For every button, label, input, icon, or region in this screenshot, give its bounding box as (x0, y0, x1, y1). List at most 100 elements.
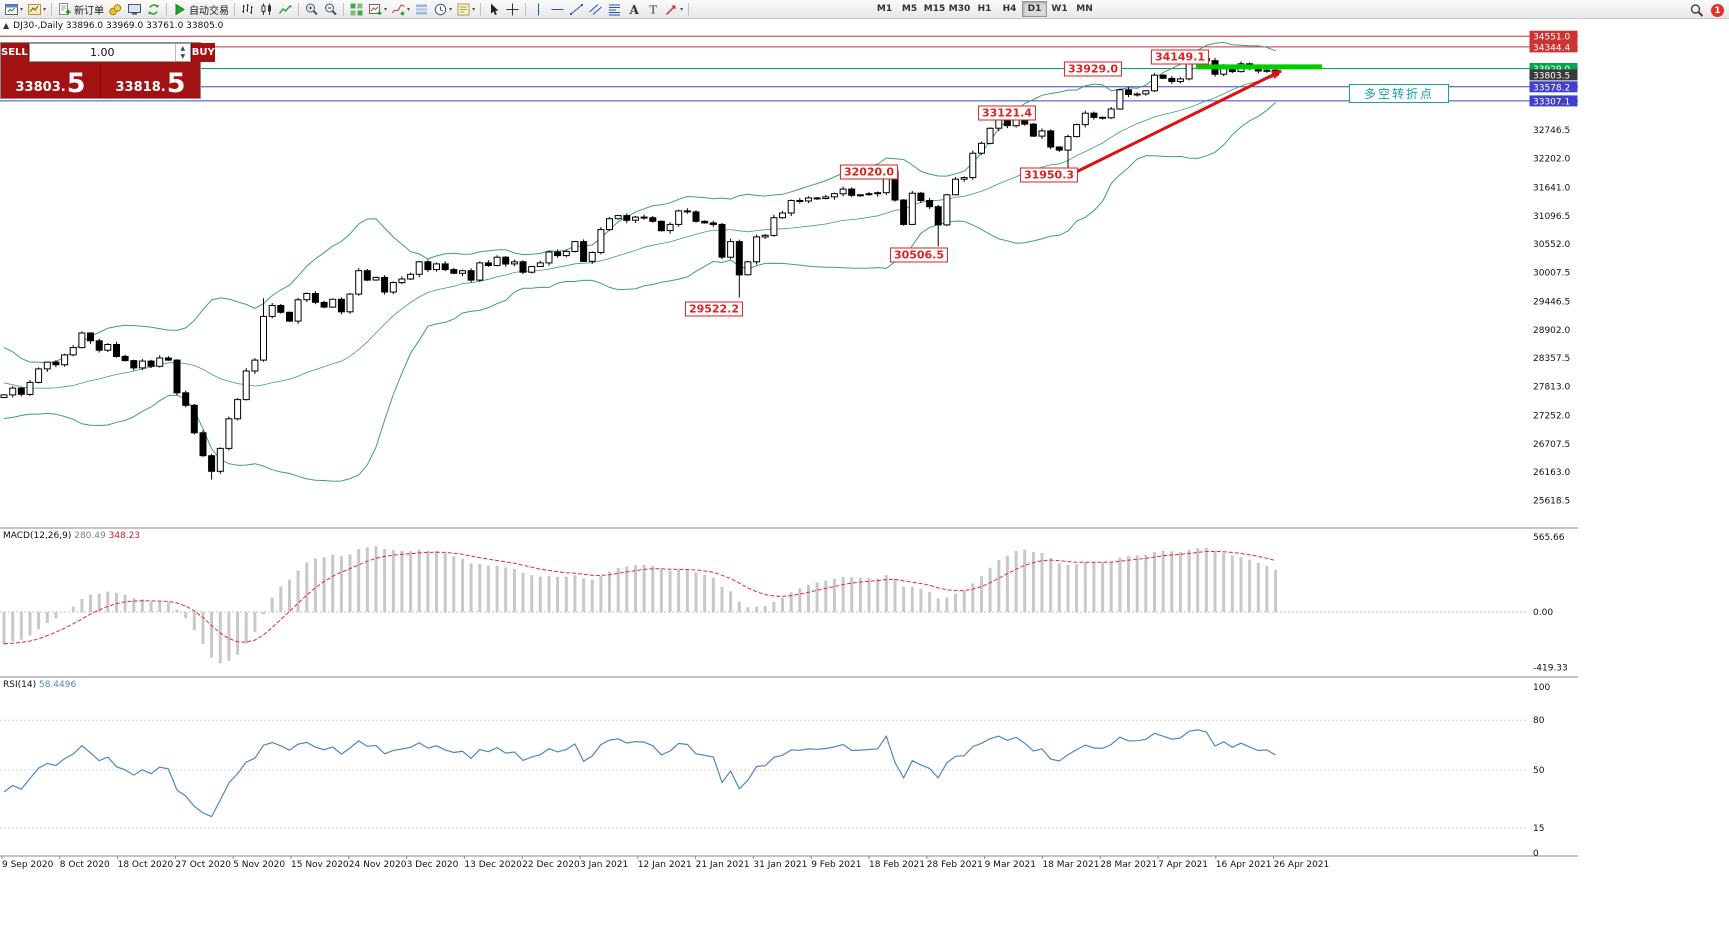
price-axis-badge (1529, 69, 1578, 81)
price-annotation[interactable]: 34149.1 (1150, 49, 1210, 65)
svg-text:0: 0 (1533, 849, 1539, 859)
time-axis[interactable]: 9 Sep 2020 8 Oct 2020 18 Oct 2020 27 Oct 20… (1, 856, 1329, 870)
toolbar-linechart-button[interactable] (276, 1, 295, 18)
chevron-down-icon: ▾ (680, 5, 684, 13)
toolbar-tile-button[interactable] (347, 1, 366, 18)
volume-up-icon[interactable]: ▲ (180, 44, 186, 52)
bb-upper-band (3, 41, 1276, 364)
rsi-panel (0, 719, 1528, 829)
toolbar-stack-button[interactable] (412, 1, 431, 18)
price-axis-badge (1529, 95, 1578, 107)
toolbar-coins-button[interactable] (106, 1, 125, 18)
svg-text:33307.1: 33307.1 (1533, 97, 1570, 107)
toolbar-arrows-button[interactable]: ▾ (662, 1, 685, 18)
svg-text:3 Dec 2020: 3 Dec 2020 (407, 860, 459, 870)
svg-text:T: T (650, 3, 658, 16)
svg-text:26163.0: 26163.0 (1533, 468, 1570, 478)
timeframe-m1-button[interactable]: M1 (876, 4, 893, 14)
svg-text:26707.5: 26707.5 (1533, 440, 1570, 450)
timeframe-d1-button[interactable]: D1 (1022, 1, 1047, 17)
timeframe-mn-button[interactable]: MN (1076, 4, 1093, 14)
svg-text:5 Nov 2020: 5 Nov 2020 (233, 860, 285, 870)
buy-price-pip: 5 (166, 68, 186, 100)
search-button[interactable] (1687, 2, 1706, 19)
svg-text:18 Feb 2021: 18 Feb 2021 (869, 860, 925, 870)
toolbar-hline-button[interactable] (548, 1, 567, 18)
toolbar-clock-button[interactable]: ▾ (431, 1, 454, 18)
toolbar-right: 1 (1687, 2, 1724, 19)
buy-price[interactable]: 33818. 5 (101, 62, 200, 98)
sell-button[interactable]: SELL (1, 43, 29, 62)
volume-input[interactable] (29, 44, 175, 61)
toolbar-zoomout-button[interactable] (321, 1, 340, 18)
notification-badge[interactable]: 1 (1711, 4, 1724, 17)
svg-text:18 Mar 2021: 18 Mar 2021 (1042, 860, 1099, 870)
svg-text:28 Feb 2021: 28 Feb 2021 (927, 860, 983, 870)
symbol-ohlc-text: DJ30-,Daily 33896.0 33969.0 33761.0 3380… (13, 21, 224, 31)
svg-text:31641.0: 31641.0 (1533, 184, 1570, 194)
toolbar-texta-icon[interactable]: A (624, 1, 643, 18)
svg-text:565.66: 565.66 (1533, 533, 1565, 543)
timeframe-h4-button[interactable]: H4 (1002, 4, 1017, 14)
toolbar-neworder-button[interactable]: 新订单 (55, 1, 106, 18)
macd-axis: 565.66 0.00 -419.33 (1533, 533, 1568, 674)
bull-bear-turning-point-note[interactable]: 多空转折点 (1349, 84, 1449, 103)
price-axis-badge (1529, 63, 1578, 74)
trade-panel-toggle-icon[interactable]: ▲ (3, 21, 10, 30)
price-annotation[interactable]: 33929.0 (1063, 61, 1123, 77)
toolbar: ▾ ▾ 新订单 自动交易 ▾ ▾ ▾ ▾ A T ▾ M1 M5 M15 M30 H1 H4 D1 W1 MN 1 (0, 0, 1729, 19)
toolbar-separator (298, 2, 300, 16)
toolbar-candles-button[interactable] (257, 1, 276, 18)
timeframe-m5-button[interactable]: M5 (901, 4, 918, 14)
timeframe-h1-button[interactable]: H1 (977, 4, 992, 14)
price-annotation[interactable]: 29522.2 (684, 301, 744, 317)
svg-text:15: 15 (1533, 824, 1544, 834)
toolbar-monitor-button[interactable] (125, 1, 144, 18)
toolbar-cursor-button[interactable] (484, 1, 503, 18)
svg-text:80: 80 (1533, 716, 1545, 726)
price-annotation[interactable]: 31950.3 (1019, 167, 1079, 183)
volume-spinner: ▲ ▼ (174, 44, 190, 61)
svg-text:9 Feb 2021: 9 Feb 2021 (811, 860, 861, 870)
chevron-down-icon: ▾ (43, 5, 47, 13)
svg-text:8 Oct 2020: 8 Oct 2020 (60, 860, 110, 870)
svg-text:50: 50 (1533, 766, 1545, 776)
buy-button[interactable]: BUY (190, 43, 215, 62)
price-annotation[interactable]: 33121.4 (977, 105, 1037, 121)
rsi-axis: 100 80 50 15 0 (1533, 683, 1550, 859)
bollinger-bands (3, 41, 1276, 482)
price-annotation[interactable]: 30506.5 (889, 247, 949, 263)
bb-middle-band (3, 76, 1276, 389)
macd-signal-line (3, 550, 1276, 645)
price-annotation[interactable]: 32020.0 (839, 164, 899, 180)
svg-text:32202.0: 32202.0 (1533, 154, 1570, 164)
toolbar-vline-button[interactable] (529, 1, 548, 18)
price-axis-badge (1529, 30, 1578, 42)
svg-text:34344.4: 34344.4 (1533, 43, 1570, 53)
toolbar-newchart-button[interactable]: ▾ (366, 1, 389, 18)
timeframe-m30-button[interactable]: M30 (948, 4, 971, 14)
toolbar-trendline-button[interactable] (567, 1, 586, 18)
macd-label: MACD(12,26,9) 280.49 348.23 (3, 531, 141, 541)
toolbar-channel-button[interactable] (586, 1, 605, 18)
toolbar-indicators-button[interactable]: ▾ (389, 1, 412, 18)
buy-price-main: 33818. (115, 79, 166, 95)
volume-down-icon[interactable]: ▼ (180, 53, 186, 61)
timeframe-w1-button[interactable]: W1 (1051, 4, 1068, 14)
toolbar-labelt-button[interactable]: T (643, 1, 662, 18)
toolbar-play-button[interactable]: 自动交易 (170, 1, 231, 18)
toolbar-refresh-button[interactable] (144, 1, 163, 18)
price-axis[interactable]: 32746.5 32202.0 31641.0 31096.5 30552.0 30007… (1529, 30, 1578, 507)
toolbar-bars-button[interactable] (238, 1, 257, 18)
toolbar-fibo-button[interactable] (605, 1, 624, 18)
toolbar-template-button[interactable]: ▾ (454, 1, 477, 18)
toolbar-crosshair-button[interactable] (503, 1, 522, 18)
timeframe-m15-button[interactable]: M15 (923, 4, 946, 14)
toolbar-zoomin-button[interactable] (302, 1, 321, 18)
trend-arrow-object[interactable] (1075, 67, 1284, 174)
toolbar-separator (343, 2, 345, 16)
toolbar-window-button[interactable]: ▾ (2, 1, 25, 18)
toolbar-profile-button[interactable]: ▾ (25, 1, 48, 18)
sell-price[interactable]: 33803. 5 (1, 62, 101, 98)
